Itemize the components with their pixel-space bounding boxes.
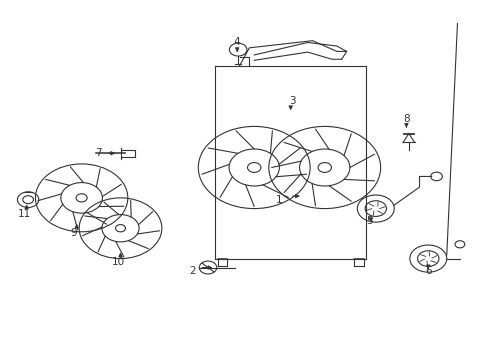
Text: 10: 10	[111, 257, 124, 267]
Text: 4: 4	[233, 37, 240, 48]
Text: 2: 2	[189, 266, 195, 276]
Text: 8: 8	[402, 114, 409, 124]
Text: 11: 11	[18, 209, 31, 219]
Text: 6: 6	[424, 266, 431, 276]
Text: 9: 9	[70, 228, 77, 238]
Text: 1: 1	[276, 195, 282, 204]
Text: 5: 5	[366, 216, 372, 226]
Text: 7: 7	[95, 148, 102, 158]
Text: 3: 3	[288, 96, 295, 107]
